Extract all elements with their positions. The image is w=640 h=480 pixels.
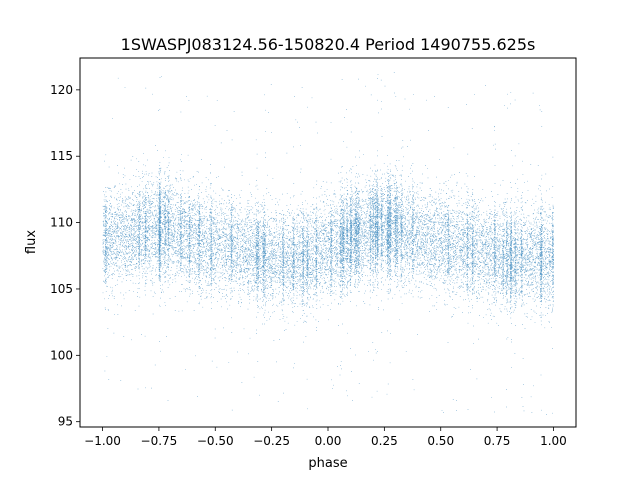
y-axis-label: flux — [24, 230, 39, 254]
x-tick-label: −0.75 — [141, 434, 178, 448]
x-tick-label: 0.00 — [315, 434, 342, 448]
y-axis: 95 100 105 110 115 120 — [50, 83, 80, 429]
x-axis: −1.00 −0.75 −0.50 −0.25 0.00 0.25 0.50 0.75 1.00 — [84, 427, 567, 448]
x-axis-label: phase — [308, 456, 347, 471]
y-tick-label: 105 — [50, 282, 73, 296]
x-tick-label: −0.50 — [197, 434, 234, 448]
y-tick-label: 120 — [50, 83, 73, 97]
y-tick-label: 115 — [50, 149, 73, 163]
y-tick-label: 100 — [50, 348, 73, 362]
x-tick-label: 0.25 — [371, 434, 398, 448]
x-tick-label: −1.00 — [84, 434, 121, 448]
x-tick-label: 0.75 — [484, 434, 511, 448]
y-tick-label: 110 — [50, 216, 73, 230]
x-tick-label: 1.00 — [540, 434, 567, 448]
y-tick-label: 95 — [58, 415, 73, 429]
scatter-points — [102, 72, 554, 415]
x-tick-label: −0.25 — [253, 434, 290, 448]
x-tick-label: 0.50 — [427, 434, 454, 448]
data-points — [102, 72, 554, 415]
chart-title: 1SWASPJ083124.56-150820.4 Period 1490755… — [121, 35, 536, 54]
